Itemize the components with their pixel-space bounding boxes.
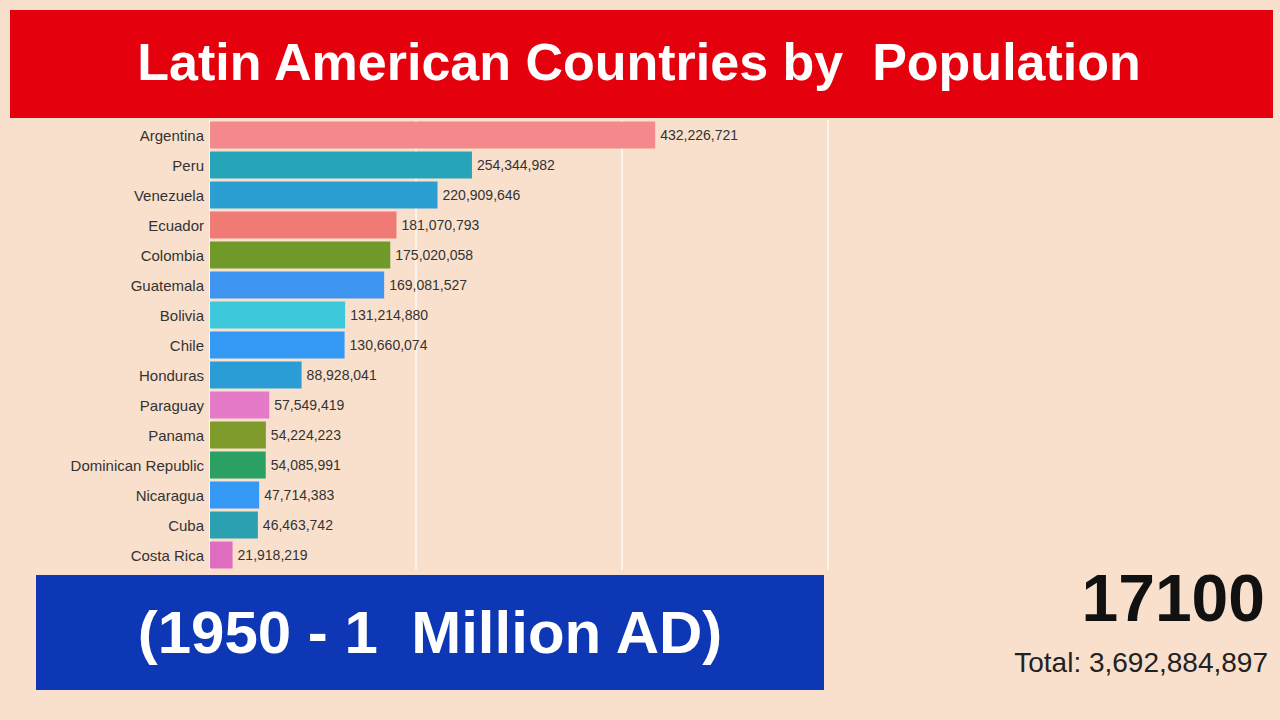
svg-text:Costa Rica: Costa Rica bbox=[131, 547, 205, 564]
svg-text:130,660,074: 130,660,074 bbox=[350, 337, 428, 353]
svg-text:57,549,419: 57,549,419 bbox=[274, 397, 344, 413]
svg-text:254,344,982: 254,344,982 bbox=[477, 157, 555, 173]
svg-text:Argentina: Argentina bbox=[140, 127, 205, 144]
svg-text:175,020,058: 175,020,058 bbox=[395, 247, 473, 263]
svg-text:131,214,880: 131,214,880 bbox=[350, 307, 428, 323]
svg-text:Paraguay: Paraguay bbox=[140, 397, 205, 414]
svg-text:Chile: Chile bbox=[170, 337, 204, 354]
svg-text:169,081,527: 169,081,527 bbox=[389, 277, 467, 293]
svg-text:88,928,041: 88,928,041 bbox=[307, 367, 377, 383]
svg-text:21,918,219: 21,918,219 bbox=[238, 547, 308, 563]
svg-text:Ecuador: Ecuador bbox=[148, 217, 204, 234]
svg-text:Venezuela: Venezuela bbox=[134, 187, 205, 204]
svg-text:46,463,742: 46,463,742 bbox=[263, 517, 333, 533]
svg-text:54,224,223: 54,224,223 bbox=[271, 427, 341, 443]
svg-text:Total: 3,692,884,897: Total: 3,692,884,897 bbox=[1014, 647, 1268, 678]
svg-text:17100: 17100 bbox=[1081, 561, 1265, 635]
svg-text:Latin American Countries by P: Latin American Countries by Population bbox=[137, 33, 1141, 91]
svg-text:Guatemala: Guatemala bbox=[131, 277, 205, 294]
svg-text:Panama: Panama bbox=[148, 427, 205, 444]
svg-text:Peru: Peru bbox=[172, 157, 204, 174]
svg-text:Colombia: Colombia bbox=[141, 247, 205, 264]
svg-text:Cuba: Cuba bbox=[168, 517, 205, 534]
svg-text:432,226,721: 432,226,721 bbox=[660, 127, 738, 143]
svg-text:47,714,383: 47,714,383 bbox=[264, 487, 334, 503]
svg-text:Bolivia: Bolivia bbox=[160, 307, 205, 324]
svg-text:220,909,646: 220,909,646 bbox=[443, 187, 521, 203]
svg-text:54,085,991: 54,085,991 bbox=[271, 457, 341, 473]
svg-text:Dominican Republic: Dominican Republic bbox=[71, 457, 205, 474]
svg-text:181,070,793: 181,070,793 bbox=[402, 217, 480, 233]
svg-text:(1950 - 1 Million AD): (1950 - 1 Million AD) bbox=[138, 599, 723, 666]
svg-text:Honduras: Honduras bbox=[139, 367, 204, 384]
svg-text:Nicaragua: Nicaragua bbox=[136, 487, 205, 504]
